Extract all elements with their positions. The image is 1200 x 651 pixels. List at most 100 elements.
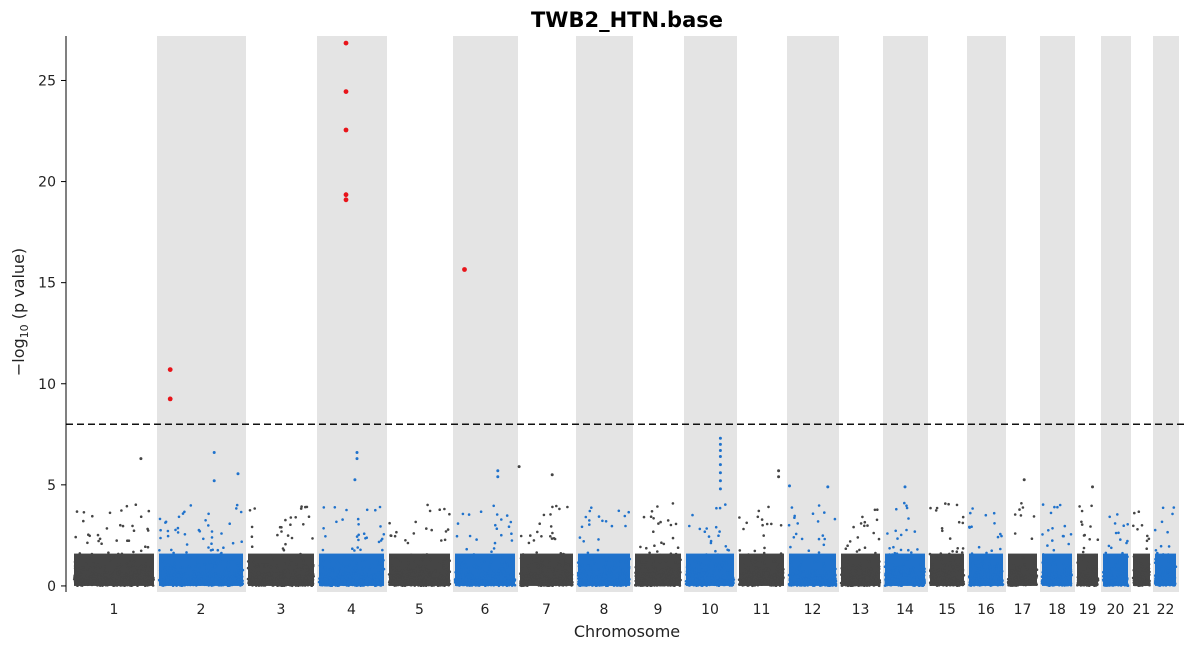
data-point: [697, 561, 700, 564]
data-point: [426, 582, 429, 586]
data-point: [560, 582, 564, 586]
data-point: [677, 567, 681, 570]
data-point: [110, 579, 113, 583]
data-point: [524, 574, 528, 577]
data-point: [955, 503, 959, 507]
data-point: [539, 570, 542, 574]
data-point: [905, 570, 909, 574]
data-point: [520, 578, 524, 581]
data-point: [75, 510, 79, 513]
data-point: [529, 534, 532, 537]
data-point: [125, 562, 129, 565]
data-point: [126, 583, 129, 587]
data-point: [613, 579, 616, 582]
data-point: [571, 580, 574, 584]
chr-8-points: [576, 506, 632, 587]
data-point: [780, 573, 783, 577]
data-point: [761, 559, 765, 562]
data-point: [884, 560, 888, 564]
data-point: [582, 540, 585, 543]
data-point: [899, 574, 903, 577]
data-point: [262, 575, 266, 578]
data-point: [978, 582, 981, 585]
data-point: [203, 563, 206, 566]
data-point: [913, 582, 917, 585]
data-point: [348, 582, 352, 586]
data-point: [752, 579, 755, 583]
data-point: [831, 579, 834, 583]
chr-6-points: [453, 504, 517, 588]
data-point: [488, 568, 492, 571]
data-point: [888, 580, 892, 583]
data-point: [120, 552, 124, 556]
data-point: [364, 558, 367, 562]
data-point: [767, 505, 770, 509]
data-point: [693, 559, 697, 563]
data-point: [1006, 577, 1010, 581]
shade-chr-8: [576, 36, 633, 592]
data-point: [713, 583, 716, 587]
data-point: [878, 581, 882, 584]
data-point: [280, 556, 284, 560]
data-point: [902, 565, 906, 569]
data-point: [119, 556, 122, 559]
data-point: [330, 584, 333, 587]
data-point: [548, 561, 551, 565]
data-point: [113, 582, 116, 586]
data-point: [717, 534, 720, 537]
data-point: [89, 575, 92, 578]
data-point: [196, 561, 199, 564]
data-point: [768, 568, 771, 572]
data-point: [554, 567, 558, 571]
data-point: [674, 574, 678, 578]
data-point: [391, 581, 395, 585]
data-point: [411, 582, 415, 586]
data-point: [162, 582, 166, 585]
data-point: [200, 577, 203, 581]
data-point: [594, 583, 597, 586]
data-point: [701, 573, 705, 576]
data-point: [164, 521, 167, 524]
data-point: [410, 572, 414, 575]
data-point: [813, 560, 816, 564]
data-point: [279, 572, 283, 575]
data-point: [272, 582, 276, 585]
data-point: [528, 568, 531, 572]
data-point: [669, 570, 673, 574]
data-point: [938, 582, 942, 586]
data-point: [710, 574, 714, 577]
data-point: [1018, 568, 1021, 572]
data-point: [255, 563, 259, 566]
data-point: [891, 580, 894, 583]
data-point: [81, 582, 85, 586]
data-point: [862, 583, 865, 587]
data-point: [493, 541, 497, 545]
data-point: [210, 577, 214, 581]
data-point: [688, 524, 691, 528]
data-point: [361, 579, 365, 582]
data-point: [181, 579, 184, 582]
data-point: [511, 581, 515, 585]
data-point: [175, 577, 178, 580]
data-point: [594, 562, 598, 565]
data-point: [852, 525, 855, 529]
data-point: [635, 570, 638, 574]
data-point: [428, 509, 432, 513]
data-point: [118, 581, 121, 585]
data-point: [577, 572, 580, 576]
data-point: [130, 577, 133, 581]
data-point: [727, 563, 731, 567]
data-point: [82, 566, 85, 569]
data-point: [422, 580, 426, 584]
data-point: [582, 571, 585, 574]
data-point: [996, 580, 1000, 584]
data-point: [800, 557, 804, 561]
data-point: [685, 566, 689, 569]
data-point: [991, 575, 994, 579]
data-point: [461, 512, 465, 516]
data-point: [761, 578, 764, 582]
data-point: [294, 568, 298, 572]
data-point: [995, 575, 999, 578]
data-point: [94, 567, 97, 570]
data-point: [778, 569, 782, 573]
